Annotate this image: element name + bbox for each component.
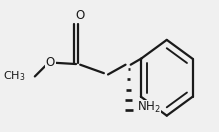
Text: O: O: [76, 9, 85, 22]
Text: O: O: [46, 56, 55, 69]
Text: NH$_2$: NH$_2$: [137, 100, 161, 115]
Text: CH$_3$: CH$_3$: [3, 70, 26, 83]
